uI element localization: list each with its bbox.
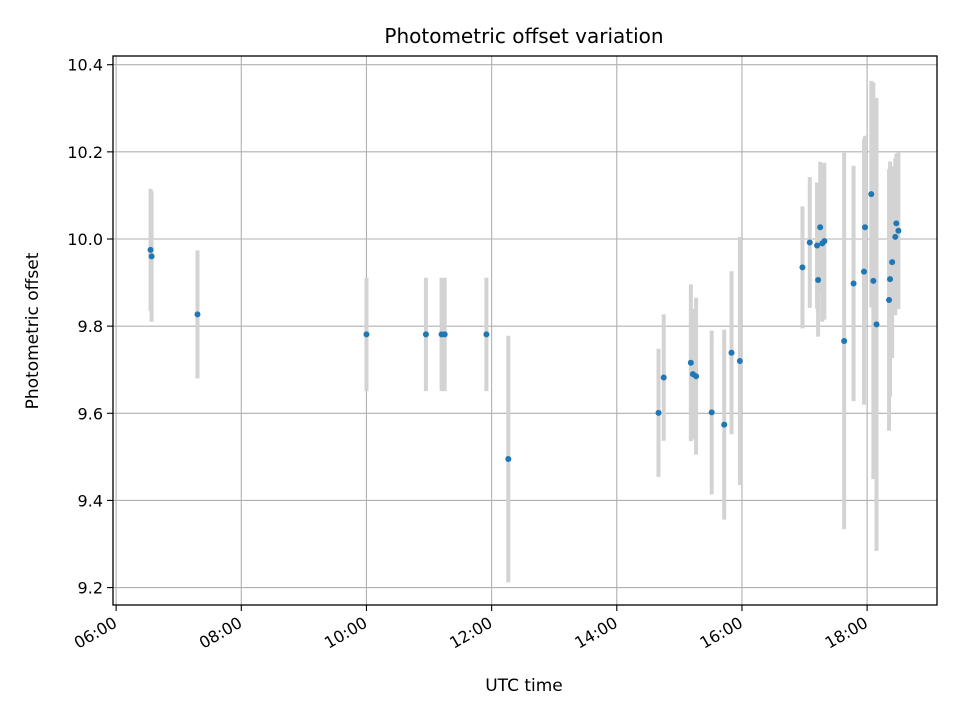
data-point: [655, 409, 662, 416]
data-point: [873, 321, 880, 328]
data-point: [893, 220, 900, 227]
data-point: [868, 191, 875, 198]
data-point: [889, 259, 896, 266]
data-point: [887, 276, 894, 283]
data-point: [862, 224, 869, 231]
data-point: [422, 331, 429, 338]
data-point: [850, 280, 857, 287]
data-point: [736, 358, 743, 364]
data-point: [860, 268, 867, 275]
y-tick-label: 10.4: [67, 56, 103, 75]
data-point: [441, 331, 448, 338]
data-point: [363, 331, 370, 338]
data-point: [693, 373, 700, 380]
data-point: [721, 421, 728, 428]
x-axis-label: UTC time: [485, 676, 563, 696]
chart-title: Photometric offset variation: [384, 24, 663, 48]
data-point: [194, 311, 201, 318]
data-point: [870, 277, 877, 284]
data-point: [483, 331, 490, 338]
data-point: [892, 233, 899, 240]
data-point: [817, 224, 824, 231]
data-point: [148, 253, 155, 260]
y-axis-label: Photometric offset: [23, 252, 43, 409]
data-point: [821, 238, 828, 245]
y-tick-label: 9.4: [78, 491, 103, 510]
data-point: [815, 276, 822, 283]
data-point: [660, 374, 667, 381]
data-point: [886, 297, 893, 303]
data-point: [841, 337, 848, 344]
y-tick-label: 9.2: [78, 579, 103, 598]
y-tick-label: 10.2: [67, 143, 103, 162]
data-point: [687, 359, 694, 366]
data-point: [708, 409, 715, 416]
data-point: [814, 242, 821, 249]
y-axis-ticks: 9.2 9.4 9.6 9.8 10.0 10.2 10.4: [67, 56, 113, 598]
grid-lines: [113, 56, 937, 605]
plot-frame: [112, 55, 938, 606]
y-tick-label: 10.0: [67, 230, 103, 249]
data-point: [147, 246, 154, 253]
data-point: [799, 264, 806, 271]
data-point: [505, 456, 512, 463]
data-points: [147, 191, 902, 463]
data-point: [895, 227, 902, 234]
y-tick-label: 9.8: [78, 317, 103, 336]
data-point: [806, 239, 813, 246]
y-tick-label: 9.6: [78, 404, 103, 423]
data-point: [728, 349, 735, 356]
